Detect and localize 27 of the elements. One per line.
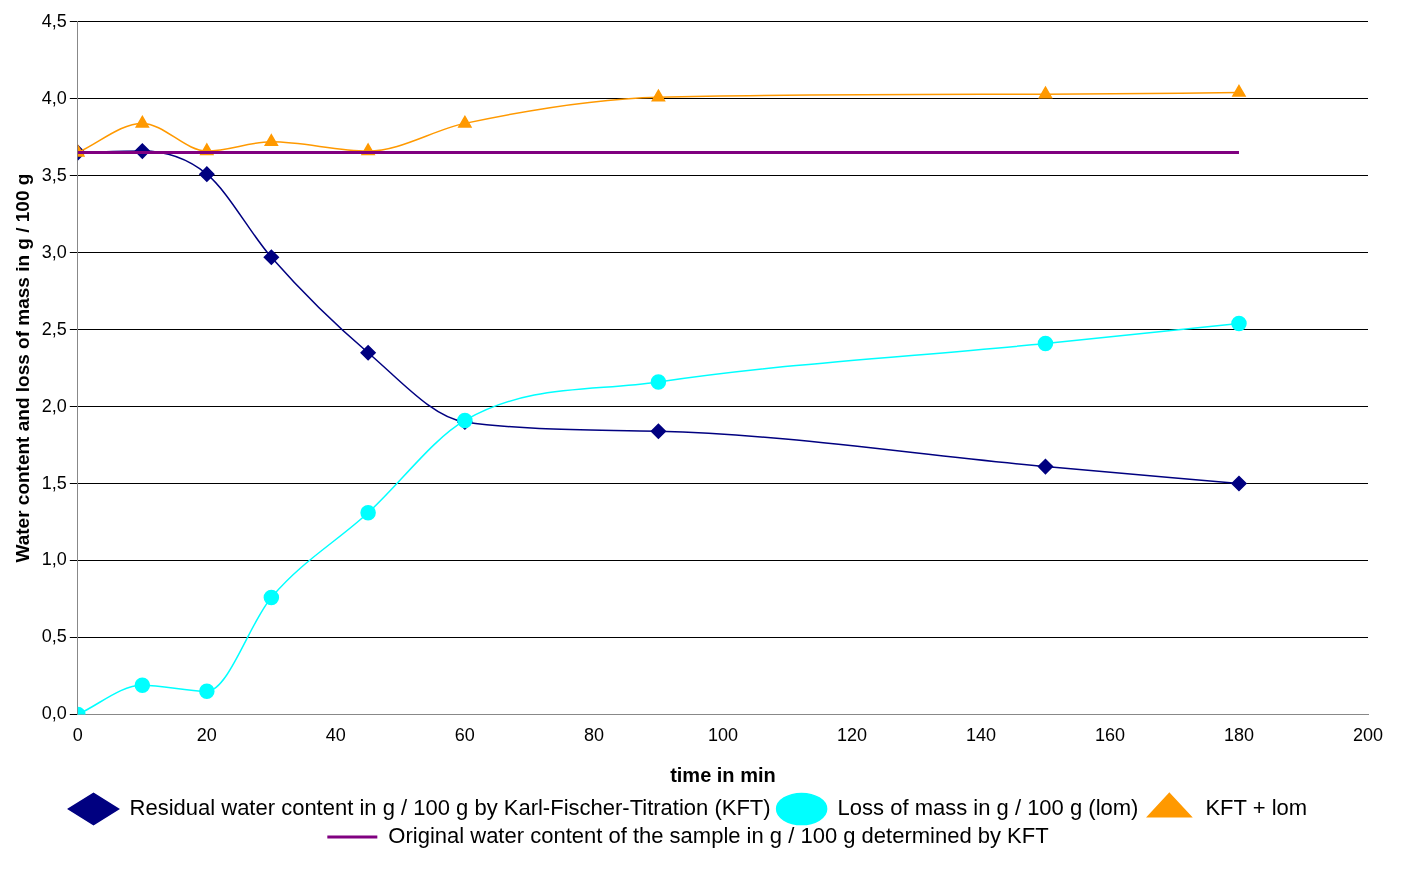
- y-axis-title: Water content and loss of mass in g / 100 g: [11, 173, 33, 563]
- y-tick-label: 0,5: [41, 626, 67, 647]
- x-tick-label: 80: [583, 725, 604, 746]
- y-tick-label: 3,0: [41, 241, 67, 262]
- x-tick-label: 140: [965, 725, 996, 746]
- x-tick-label: 40: [325, 725, 346, 746]
- y-tick-label: 4,5: [41, 10, 67, 31]
- legend-label: Loss of mass in g / 100 g (lom): [837, 795, 1139, 821]
- x-tick-label: 160: [1094, 725, 1125, 746]
- legend-label: KFT + lom: [1205, 795, 1308, 821]
- x-axis-title: time in min: [670, 763, 776, 786]
- x-tick-label: 20: [196, 725, 217, 746]
- y-tick-label: 0,0: [41, 703, 67, 724]
- x-tick-label: 180: [1223, 725, 1255, 746]
- y-tick-label: 1,0: [41, 549, 67, 570]
- x-tick-label: 0: [72, 725, 83, 746]
- y-tick-label: 3,5: [41, 164, 67, 185]
- y-tick-label: 2,0: [41, 395, 67, 416]
- x-tick-label: 120: [836, 725, 867, 746]
- x-tick-label: 60: [454, 725, 475, 746]
- legend-label: Residual water content in g / 100 g by Karl-Fischer-Titration (KFT): [129, 795, 771, 821]
- y-tick-label: 4,0: [41, 87, 67, 108]
- x-tick-label: 100: [707, 725, 738, 746]
- x-tick-label: 200: [1352, 725, 1384, 746]
- y-tick-label: 2,5: [41, 318, 67, 339]
- legend-label: Original water content of the sample in g / 100 g determined by KFT: [388, 823, 1049, 849]
- y-tick-label: 1,5: [41, 472, 67, 493]
